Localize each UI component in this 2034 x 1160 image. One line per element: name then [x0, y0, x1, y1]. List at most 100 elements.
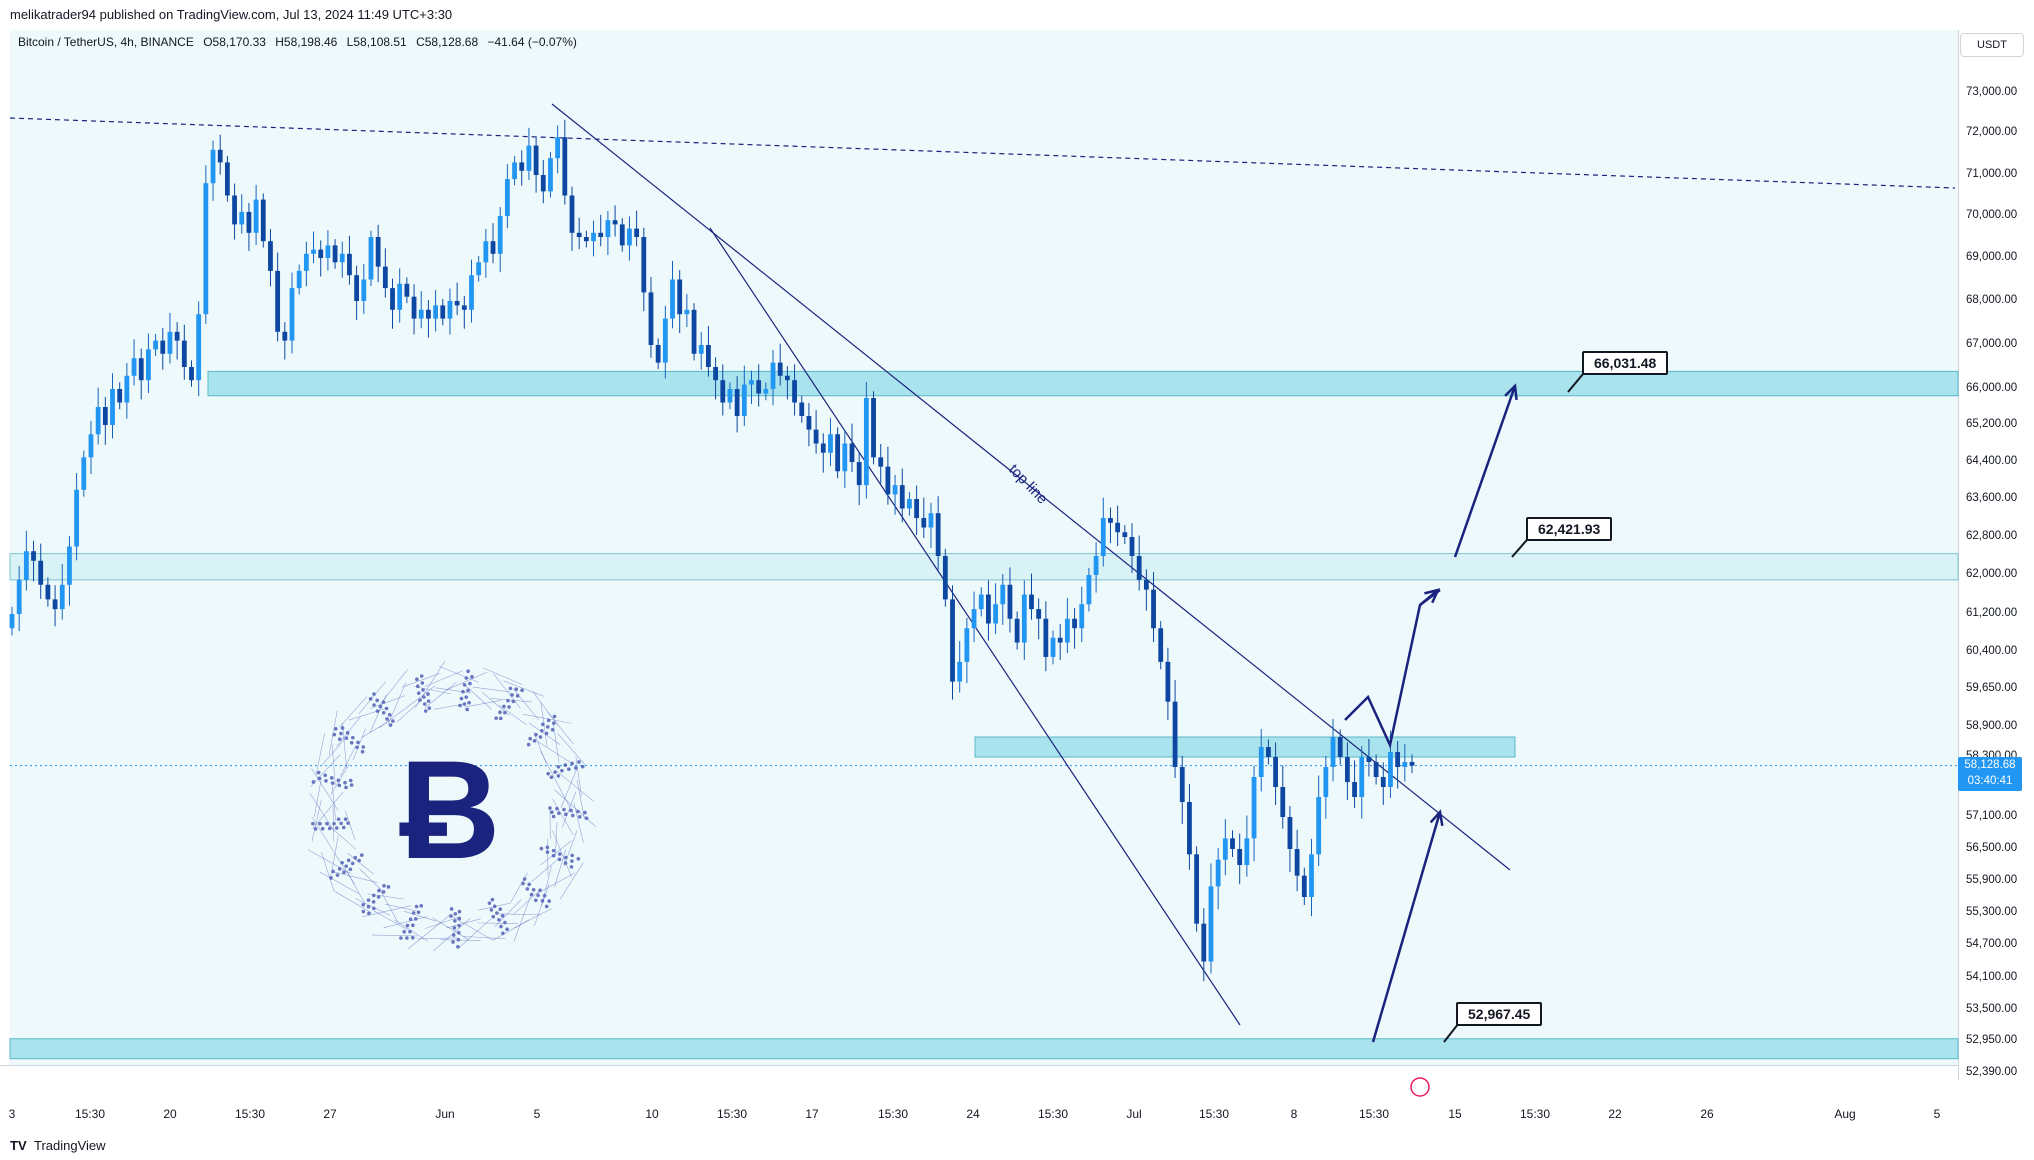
time-tick: 3 [8, 1107, 16, 1121]
candle-body [440, 305, 446, 319]
ohlc-high: H58,198.46 [275, 35, 338, 49]
logo-dot [498, 907, 503, 912]
candle-body [339, 253, 345, 263]
logo-dot [503, 710, 507, 715]
time-tick: 15:30 [234, 1107, 266, 1121]
level-callout-62421[interactable]: 62,421.93 [1526, 517, 1613, 541]
logo-dot [497, 917, 501, 922]
logo-dot [453, 919, 457, 923]
time-tick: Jun [435, 1107, 455, 1121]
logo-dot [336, 817, 341, 821]
logo-dot [367, 911, 371, 916]
logo-dot [466, 688, 470, 693]
logo-dot [342, 870, 346, 875]
logo-dot [320, 826, 325, 831]
candle-body [1129, 537, 1135, 556]
candle-body [1222, 838, 1228, 860]
logo-dot [583, 810, 587, 815]
logo-link [540, 840, 572, 866]
logo-dot [419, 674, 424, 678]
candle-body [935, 513, 941, 556]
last-price-label: 58,128.68 03:40:41 [1958, 757, 2022, 791]
candle-body [540, 175, 546, 192]
logo-dot [348, 867, 353, 872]
logo-dot [577, 760, 581, 764]
replay-icon [1410, 1077, 1430, 1097]
logo-dot [426, 692, 430, 696]
logo-dot [405, 923, 410, 928]
logo-dot [405, 936, 409, 940]
logo-dot [316, 770, 321, 775]
candle-body [1057, 637, 1063, 643]
logo-link [414, 660, 446, 709]
logo-dot [421, 688, 425, 692]
logo-link [478, 902, 512, 911]
logo-link [552, 722, 560, 763]
candle-body [1093, 556, 1099, 575]
logo-link [403, 910, 437, 922]
candle-body [397, 283, 403, 310]
projection-arrow [1419, 589, 1439, 606]
candle-body [325, 245, 331, 258]
logo-dot [371, 900, 376, 904]
candle-body [1237, 849, 1243, 865]
logo-link [560, 768, 578, 808]
logo-dot [499, 924, 503, 929]
candle-body [986, 594, 991, 624]
currency-button[interactable]: USDT [1960, 33, 2024, 57]
logo-dot [324, 779, 328, 783]
logo-link [369, 694, 387, 733]
logo-dot [331, 869, 335, 874]
time-tick: 15:30 [1198, 1107, 1230, 1121]
price-tick: 65,200.00 [1966, 418, 2018, 430]
projection-arrow [1453, 385, 1517, 558]
logo-link [536, 872, 576, 894]
zone-52950 [9, 1038, 1959, 1060]
candle-body [1309, 854, 1314, 897]
projection-arrow [1371, 811, 1442, 1043]
price-tick: 62,800.00 [1966, 530, 2018, 542]
logo-link [472, 686, 512, 693]
logo-dot [456, 937, 461, 942]
candle-body [253, 199, 259, 233]
time-tick: 22 [1608, 1107, 1622, 1121]
logo-dot [495, 911, 499, 915]
candle-body [871, 398, 876, 458]
logo-dot [494, 716, 498, 720]
symbol-name: Bitcoin / TetherUS, 4h, BINANCE [18, 35, 194, 49]
price-tick: 69,000.00 [1966, 251, 2018, 263]
logo-dot [510, 693, 514, 697]
candle-body [196, 314, 202, 381]
candle-body [942, 556, 948, 600]
logo-dot [526, 742, 531, 747]
logo-link [352, 728, 366, 761]
logo-link [358, 681, 387, 714]
price-axis[interactable] [1958, 30, 2034, 1080]
logo-link [513, 688, 539, 720]
time-axis[interactable] [0, 1065, 1958, 1111]
logo-dot [344, 736, 349, 740]
logo-link [541, 866, 552, 907]
logo-link [373, 910, 408, 931]
candle-body [591, 232, 596, 242]
logo-link [328, 710, 338, 756]
candle-body [59, 584, 65, 610]
logo-dot [502, 704, 506, 709]
level-callout-52967[interactable]: 52,967.45 [1456, 1002, 1543, 1026]
candle-body [1086, 575, 1092, 605]
logo-dot [332, 821, 336, 826]
level-callout-66031[interactable]: 66,031.48 [1582, 351, 1669, 375]
top-trendline [551, 103, 1511, 871]
candle-body [23, 551, 29, 580]
candle-body [677, 279, 683, 315]
logo-dot [562, 807, 566, 812]
logo-dot [414, 904, 419, 909]
logo-dot [426, 699, 431, 703]
logo-link [439, 666, 479, 683]
chart-area[interactable] [10, 30, 1958, 1065]
candle-body [382, 266, 388, 289]
candle-body [1151, 589, 1156, 629]
time-tick: Aug [1834, 1107, 1856, 1121]
logo-dot [553, 770, 557, 774]
